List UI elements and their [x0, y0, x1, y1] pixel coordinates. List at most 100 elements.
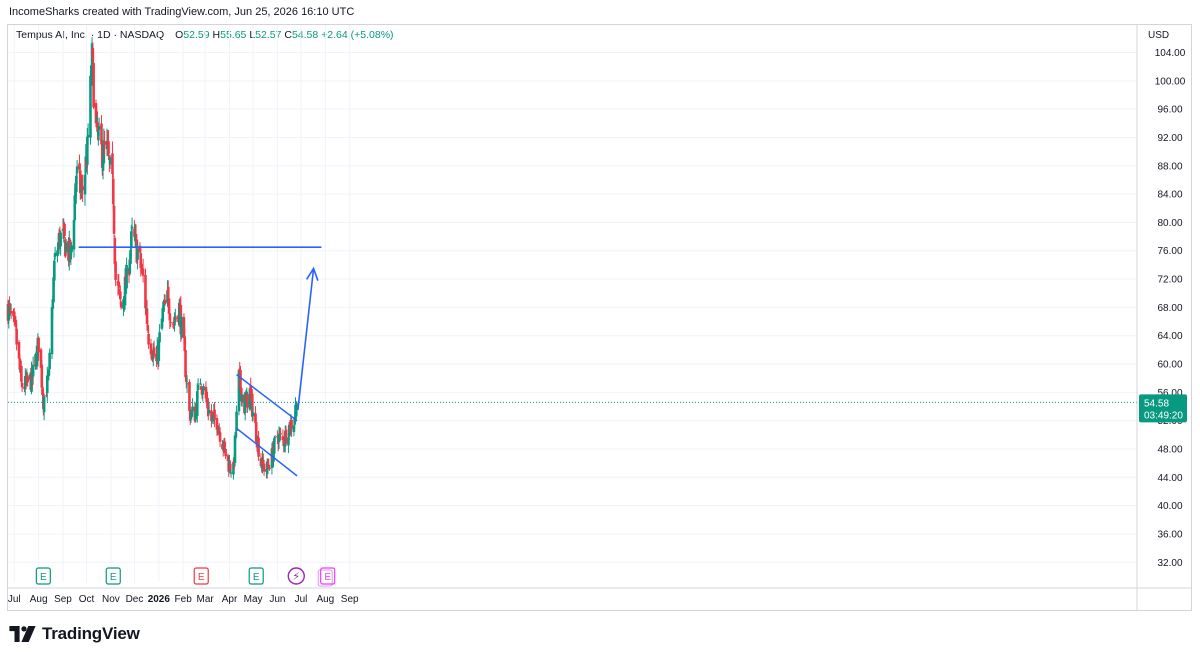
candle-up: [86, 136, 89, 165]
earnings-event-label: E: [324, 572, 331, 583]
candle-down: [163, 299, 167, 304]
candle-down: [276, 435, 279, 437]
candle-up: [207, 410, 211, 414]
candle-up: [233, 435, 237, 463]
candle-down: [18, 358, 22, 370]
candle-down: [147, 333, 150, 345]
price-tick-label: 44.00: [1157, 473, 1182, 484]
candle-up: [123, 276, 127, 306]
time-tick-label: Jun: [269, 594, 285, 605]
events: E E E E ⚡ E: [35, 567, 336, 587]
candle-down: [152, 347, 156, 356]
high-value: 55.65: [220, 29, 247, 41]
candle-down: [174, 317, 178, 319]
bar-countdown: 03:49:20: [1144, 410, 1183, 421]
candle-down: [141, 268, 145, 276]
candle-down: [119, 302, 123, 308]
candle-up: [136, 248, 139, 260]
candle-down: [182, 317, 186, 338]
candle-down: [81, 186, 84, 191]
channel-lower-line: [235, 427, 298, 477]
candle-down: [169, 322, 172, 324]
candle-up: [294, 402, 298, 417]
candle-down: [215, 418, 219, 430]
candle-up: [190, 410, 194, 417]
candle-up: [48, 352, 51, 369]
candle-up: [7, 304, 11, 321]
candle-up: [251, 412, 255, 417]
price-tick-label: 68.00: [1157, 303, 1182, 314]
tradingview-logo[interactable]: TradingView: [9, 624, 140, 644]
candle-down: [111, 153, 114, 174]
earnings-event-label: E: [253, 572, 260, 583]
candle-down: [188, 381, 191, 412]
time-axis[interactable]: Jul Aug Sep Oct Nov Dec 2026 Feb Mar Apr May Jun Jul…: [8, 594, 359, 605]
candle-up: [232, 461, 235, 475]
candle-up: [166, 290, 169, 303]
candle-down: [249, 385, 253, 394]
candle-down: [257, 437, 260, 457]
candle-up: [79, 188, 83, 191]
candle-down: [100, 143, 104, 168]
candle-up: [23, 376, 27, 390]
earnings-event-icon: [248, 567, 264, 585]
candle-up: [72, 219, 76, 250]
flash-event-icon: [287, 567, 305, 585]
candle-up: [248, 388, 252, 410]
candle-up: [158, 332, 161, 343]
price-tick-label: 96.00: [1157, 105, 1182, 116]
time-tick-label: Apr: [222, 594, 238, 605]
candle-down: [26, 376, 29, 383]
candle-down: [207, 405, 210, 415]
candle-down: [226, 455, 230, 461]
breakout-arrow-head: [305, 266, 319, 281]
candle-down: [63, 223, 66, 236]
time-tick-label: Sep: [54, 594, 72, 605]
symbol-legend[interactable]: Tempus AI, Inc. · 1D · NASDAQ O52.59 H55…: [16, 29, 394, 41]
candle-down: [140, 269, 143, 271]
candle-up: [53, 252, 57, 257]
candle-down: [206, 398, 209, 409]
candle-up: [277, 433, 281, 443]
candle-up: [128, 262, 132, 272]
candle-down: [266, 463, 270, 466]
close-label: C: [284, 29, 292, 41]
price-axis[interactable]: 104.00 100.00 96.00 92.00 88.00 84.00 80.00 76.…: [7, 25, 1192, 610]
earnings-event-icon: [35, 567, 51, 585]
currency-label[interactable]: USD: [1148, 30, 1170, 41]
candle-up: [86, 134, 90, 138]
candle-up: [75, 166, 79, 174]
earnings-event-icon: [193, 567, 209, 585]
candle-up: [31, 364, 35, 377]
candle-down: [111, 178, 115, 205]
candle-up: [51, 305, 55, 309]
candle-up: [160, 318, 164, 329]
grid: [8, 25, 1137, 582]
candle-down: [114, 261, 117, 280]
candle-down: [262, 463, 266, 472]
candle-up: [101, 160, 105, 171]
candle-down: [167, 298, 171, 314]
candle-down: [80, 184, 84, 187]
candle-up: [129, 249, 132, 265]
price-tick-label: 48.00: [1157, 444, 1182, 455]
candle-down: [228, 463, 232, 471]
candle-down: [213, 409, 216, 420]
candle-up: [162, 307, 165, 312]
candle-up: [125, 264, 128, 289]
earnings-event-label: E: [110, 572, 117, 583]
tradingview-logo-text: TradingView: [42, 624, 140, 643]
candle-up: [97, 130, 100, 136]
candle-down: [221, 443, 224, 449]
candle-up: [272, 438, 276, 454]
candle-up: [75, 175, 78, 193]
candle-up: [292, 425, 296, 433]
open-label: O: [175, 29, 184, 41]
candle-down: [141, 268, 144, 270]
time-tick-label: Sep: [341, 594, 359, 605]
time-tick-label: May: [244, 594, 263, 605]
candle-down: [210, 410, 213, 422]
candle-up: [122, 299, 125, 309]
candle-down: [254, 413, 257, 424]
